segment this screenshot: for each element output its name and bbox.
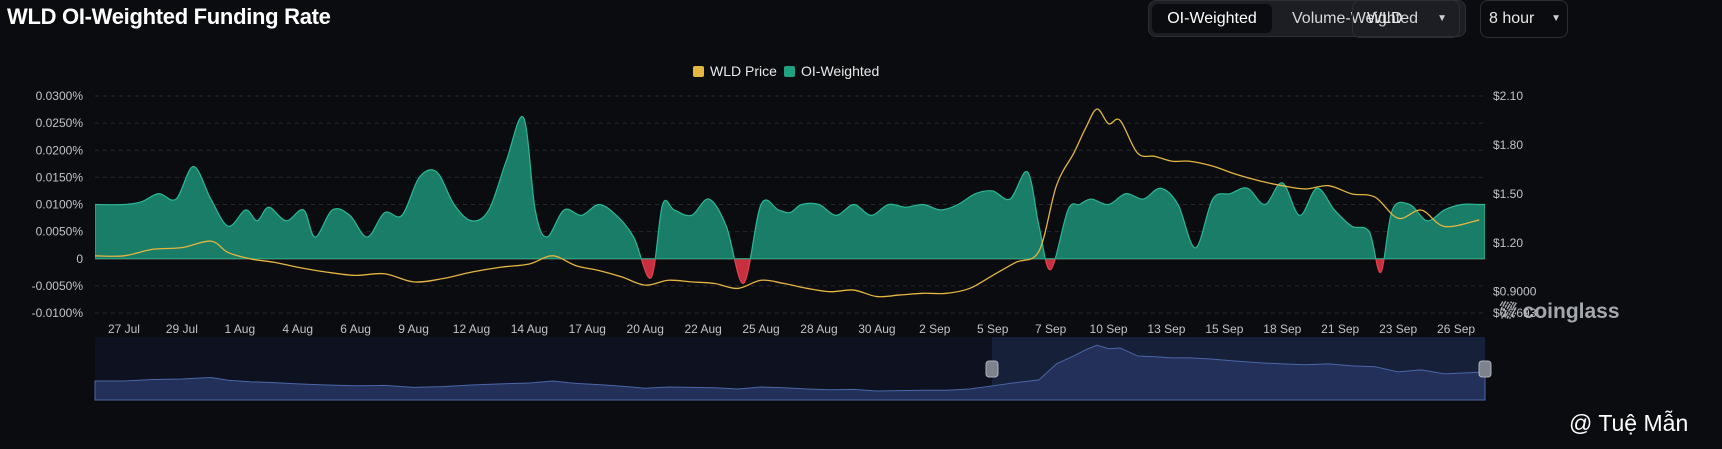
x-tick-label: 22 Aug bbox=[684, 322, 721, 336]
chevron-down-icon: ▼ bbox=[1437, 13, 1447, 24]
x-tick-label: 1 Aug bbox=[224, 322, 255, 336]
x-tick-label: 10 Sep bbox=[1090, 322, 1128, 336]
y-right-tick-label: $1.20 bbox=[1493, 236, 1523, 250]
x-tick-label: 23 Sep bbox=[1379, 322, 1417, 336]
navigator-price-series bbox=[94, 344, 1486, 401]
y-right-tick-label: $2.10 bbox=[1493, 89, 1523, 103]
x-tick-label: 27 Jul bbox=[108, 322, 140, 336]
wld-price-line bbox=[94, 108, 1480, 298]
x-tick-label: 30 Aug bbox=[858, 322, 895, 336]
chevron-down-icon: ▼ bbox=[1551, 13, 1561, 24]
x-tick-label: 25 Aug bbox=[742, 322, 779, 336]
y-right-tick-label: $1.50 bbox=[1493, 187, 1523, 201]
x-tick-label: 2 Sep bbox=[919, 322, 951, 336]
x-tick-label: 21 Sep bbox=[1321, 322, 1359, 336]
legend-label-oi: OI-Weighted bbox=[801, 63, 880, 79]
interval-select-value: 8 hour bbox=[1489, 10, 1535, 27]
y-right-tick-label: $1.80 bbox=[1493, 138, 1523, 152]
legend-item-price[interactable]: WLD Price bbox=[693, 63, 777, 79]
watermark-text: coinglass bbox=[1522, 300, 1620, 323]
x-tick-label: 13 Sep bbox=[1147, 322, 1185, 336]
y-left-tick-label: 0.0300% bbox=[36, 89, 84, 103]
y-left-tick-label: 0.0100% bbox=[36, 198, 84, 212]
x-tick-label: 9 Aug bbox=[398, 322, 429, 336]
x-tick-label: 17 Aug bbox=[569, 322, 606, 336]
y-left-tick-label: -0.0050% bbox=[32, 279, 84, 293]
coinglass-watermark: ⛆ coinglass bbox=[1500, 300, 1620, 324]
legend-item-oi[interactable]: OI-Weighted bbox=[784, 63, 879, 79]
weighting-toggle: OI-Weighted Volume-Weighted bbox=[1148, 0, 1466, 37]
page-title: WLD OI-Weighted Funding Rate bbox=[7, 4, 331, 29]
x-tick-label: 12 Aug bbox=[453, 322, 490, 336]
x-tick-label: 4 Aug bbox=[282, 322, 313, 336]
x-tick-label: 20 Aug bbox=[627, 322, 664, 336]
symbol-select[interactable]: WLD ▼ bbox=[1352, 0, 1460, 38]
y-left-tick-label: -0.0100% bbox=[32, 306, 84, 320]
oi-weighted-area-positive bbox=[95, 115, 1485, 259]
x-tick-label: 26 Sep bbox=[1437, 322, 1475, 336]
y-left-tick-label: 0.0200% bbox=[36, 143, 84, 157]
y-right-tick-label: $0.9000 bbox=[1493, 285, 1537, 299]
y-left-tick-label: 0.0050% bbox=[36, 225, 84, 239]
x-tick-label: 15 Sep bbox=[1205, 322, 1243, 336]
x-tick-label: 7 Sep bbox=[1035, 322, 1067, 336]
y-right-tick-label: $0.7693 bbox=[1493, 306, 1537, 320]
symbol-select-value: WLD bbox=[1367, 10, 1403, 27]
x-tick-label: 18 Sep bbox=[1263, 322, 1301, 336]
interval-select[interactable]: 8 hour ▼ bbox=[1480, 0, 1568, 38]
x-tick-label: 5 Sep bbox=[977, 322, 1009, 336]
x-tick-label: 14 Aug bbox=[511, 322, 548, 336]
legend-label-price: WLD Price bbox=[710, 63, 777, 79]
y-left-tick-label: 0 bbox=[76, 252, 83, 266]
y-left-tick-label: 0.0250% bbox=[36, 116, 84, 130]
x-tick-label: 28 Aug bbox=[800, 322, 837, 336]
x-tick-label: 6 Aug bbox=[340, 322, 371, 336]
legend-swatch-oi bbox=[784, 66, 795, 77]
x-tick-label: 29 Jul bbox=[166, 322, 198, 336]
tab-oi-weighted[interactable]: OI-Weighted bbox=[1152, 4, 1272, 33]
coinglass-logo-icon: ⛆ bbox=[1500, 300, 1517, 323]
author-credit: @ Tuệ Mẫn bbox=[1569, 410, 1689, 436]
navigator-left-handle[interactable] bbox=[985, 360, 999, 378]
legend-swatch-price bbox=[693, 66, 704, 77]
navigator-right-handle[interactable] bbox=[1478, 360, 1492, 378]
tab-volume-weighted[interactable]: Volume-Weighted bbox=[1292, 10, 1418, 27]
y-left-tick-label: 0.0150% bbox=[36, 170, 84, 184]
